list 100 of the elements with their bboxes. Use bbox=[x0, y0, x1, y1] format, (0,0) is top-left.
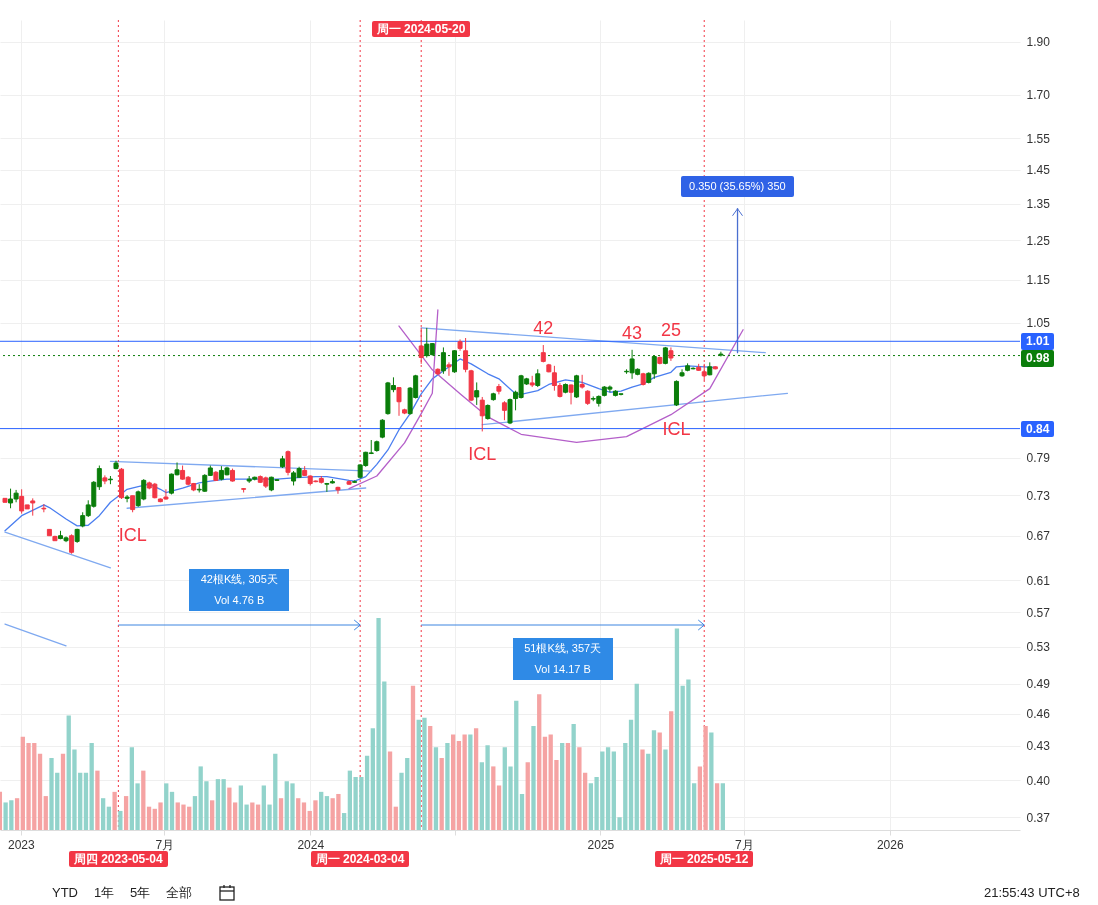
candlestick bbox=[474, 381, 480, 406]
y-tick-label: 0.37 bbox=[1026, 810, 1051, 825]
x-tick-label: 2024 bbox=[297, 837, 325, 852]
text: 1年 bbox=[94, 885, 115, 901]
ref-line-label: 周一 2025-05-12 bbox=[654, 851, 754, 868]
bar bbox=[451, 734, 456, 830]
bar bbox=[657, 732, 663, 830]
y-tick-label: 1.25 bbox=[1026, 233, 1051, 248]
bar bbox=[606, 747, 611, 830]
text: 21:55:43 UTC+8 bbox=[984, 885, 1080, 901]
y-tick-label: 0.46 bbox=[1026, 707, 1051, 722]
bar bbox=[428, 726, 433, 830]
ref-line-label: 0.98 bbox=[1021, 350, 1055, 367]
bar bbox=[629, 719, 634, 830]
bar bbox=[147, 806, 152, 830]
text: YTD bbox=[52, 885, 78, 901]
bar bbox=[674, 628, 680, 830]
candlestick bbox=[396, 386, 402, 417]
bar bbox=[101, 798, 106, 830]
x-tick-label: 2026 bbox=[876, 837, 904, 852]
bar bbox=[439, 757, 444, 830]
callout-box: 42根K线, 305天 bbox=[189, 568, 290, 590]
bar bbox=[118, 810, 123, 830]
bar bbox=[319, 791, 324, 830]
bar bbox=[15, 798, 20, 830]
bar bbox=[388, 751, 393, 830]
bar bbox=[60, 753, 66, 830]
bar bbox=[542, 736, 548, 830]
candlestick bbox=[679, 368, 685, 378]
candlestick bbox=[285, 450, 291, 476]
y-tick-label: 0.57 bbox=[1026, 605, 1051, 620]
bar bbox=[640, 749, 645, 830]
bar bbox=[106, 806, 112, 830]
bar bbox=[256, 804, 261, 830]
y-tick-label: 0.73 bbox=[1026, 488, 1051, 503]
bar bbox=[571, 724, 576, 830]
y-tick-label: 0.61 bbox=[1026, 573, 1051, 588]
bar bbox=[124, 796, 129, 830]
bar bbox=[169, 791, 175, 830]
bar bbox=[715, 783, 720, 830]
bar bbox=[342, 813, 347, 830]
bar bbox=[433, 747, 439, 830]
bar bbox=[95, 770, 100, 830]
bar bbox=[669, 711, 674, 830]
bar bbox=[537, 694, 542, 830]
bar bbox=[393, 806, 399, 830]
candlestick bbox=[501, 400, 507, 421]
ref-line-label: 周四 2023-05-04 bbox=[68, 851, 168, 868]
ref-line-label: 周一 2024-03-04 bbox=[310, 851, 410, 868]
annotation: ICL bbox=[468, 444, 497, 467]
bar bbox=[497, 785, 502, 830]
y-tick-label: 1.55 bbox=[1026, 131, 1051, 146]
y-tick-label: 1.70 bbox=[1026, 88, 1051, 103]
x-tick-label: 2025 bbox=[587, 837, 615, 852]
bar bbox=[301, 802, 307, 830]
y-tick-label: 1.90 bbox=[1026, 35, 1051, 50]
bar bbox=[83, 772, 89, 830]
bar bbox=[410, 685, 416, 830]
bar bbox=[43, 796, 49, 830]
candlestick bbox=[446, 361, 452, 377]
bar bbox=[646, 753, 651, 830]
y-tick-label: 1.45 bbox=[1026, 163, 1051, 178]
bar bbox=[565, 743, 571, 830]
x-tick-label: 2023 bbox=[8, 837, 36, 852]
callout-box: Vol 4.76 B bbox=[189, 589, 290, 611]
x-tick-label: 7月 bbox=[735, 837, 754, 852]
y-tick-label: 0.43 bbox=[1026, 739, 1051, 754]
annotation: ICL bbox=[118, 525, 147, 547]
y-tick-label: 0.49 bbox=[1026, 677, 1051, 692]
candlestick bbox=[463, 337, 469, 373]
bar bbox=[192, 796, 198, 830]
x-tick-label: 7月 bbox=[155, 837, 175, 852]
bar bbox=[112, 791, 117, 830]
bar bbox=[445, 743, 450, 830]
candlestick bbox=[579, 374, 585, 390]
bar bbox=[250, 802, 255, 830]
ref-line-label: 1.01 bbox=[1021, 333, 1055, 350]
y-tick-label: 1.35 bbox=[1026, 197, 1051, 212]
annotation: 43 bbox=[622, 322, 643, 345]
bar bbox=[164, 783, 169, 830]
annotation: 25 bbox=[660, 320, 681, 343]
candlestick bbox=[568, 383, 574, 405]
bar bbox=[324, 796, 330, 830]
bar bbox=[520, 793, 525, 830]
candlestick bbox=[673, 379, 679, 407]
y-tick-label: 1.05 bbox=[1026, 316, 1051, 331]
bar bbox=[0, 791, 3, 830]
candlestick bbox=[124, 494, 130, 503]
bar bbox=[531, 726, 536, 830]
y-tick-label: 0.53 bbox=[1026, 640, 1051, 655]
bar bbox=[141, 770, 146, 830]
y-tick-label: 0.79 bbox=[1026, 451, 1051, 466]
y-tick-label: 1.15 bbox=[1026, 273, 1051, 288]
bar bbox=[709, 732, 714, 830]
ref-line-label: 0.84 bbox=[1021, 420, 1055, 437]
bar bbox=[720, 783, 726, 830]
bar bbox=[210, 800, 215, 830]
y-tick-label: 0.40 bbox=[1026, 773, 1051, 788]
bar bbox=[560, 743, 565, 830]
text: 5年 bbox=[130, 885, 151, 901]
